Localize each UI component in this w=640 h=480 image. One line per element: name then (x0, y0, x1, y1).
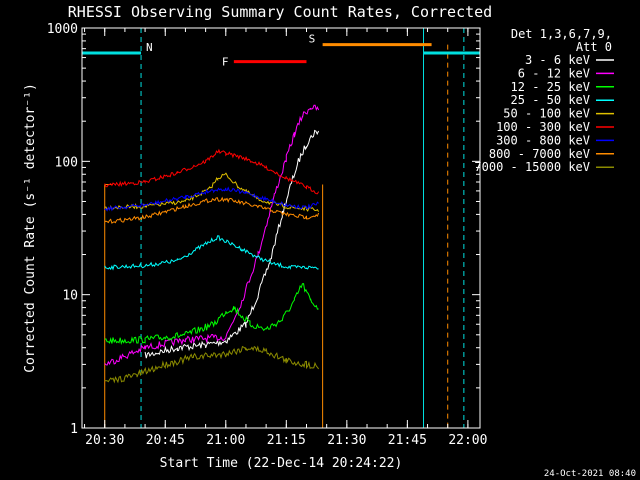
y-tick-label: 1 (70, 422, 78, 437)
flag-label-n: N (146, 41, 153, 54)
legend-header-line1: Det 1,3,6,7,9, (511, 27, 612, 41)
legend-label: 3 - 6 keV (525, 53, 590, 67)
series-line (104, 196, 320, 224)
x-tick-label: 20:45 (146, 433, 185, 448)
x-tick-label: 21:00 (206, 433, 245, 448)
x-tick-label: 21:45 (388, 433, 427, 448)
series-line (104, 283, 319, 346)
legend-header-line2: Att 0 (576, 40, 612, 54)
x-axis-label: Start Time (22-Dec-14 20:24:22) (160, 456, 403, 471)
y-axis-label: Corrected Count Rate (s⁻¹ detector⁻¹) (23, 83, 38, 373)
flag-label-s: S (309, 33, 316, 46)
series-line (104, 104, 320, 366)
y-tick-label: 10 (62, 289, 78, 304)
flag-label-f: F (222, 56, 229, 69)
series-lines (104, 104, 320, 384)
x-tick-label: 21:15 (267, 433, 306, 448)
axis-ticks: 20:30 20:45 21:00 21:15 21:30 21:45 22:00 1 10 10… (47, 22, 488, 448)
plot-frame (81, 27, 481, 429)
legend-label: 50 - 100 keV (503, 107, 590, 121)
y-tick-label: 100 (55, 155, 78, 170)
chart-title: RHESSI Observing Summary Count Rates, Co… (68, 3, 492, 21)
series-line (104, 148, 320, 195)
series-line (144, 129, 320, 359)
legend-label: 25 - 50 keV (511, 93, 590, 107)
footer-timestamp: 24-Oct-2021 08:40 (544, 469, 636, 479)
legend-label: 100 - 300 keV (496, 120, 590, 134)
legend-label: 800 - 7000 keV (489, 147, 590, 161)
x-tick-label: 22:00 (448, 433, 487, 448)
series-line (104, 172, 320, 212)
x-tick-label: 21:30 (327, 433, 366, 448)
legend-label: 300 - 800 keV (496, 133, 590, 147)
series-line (104, 345, 319, 384)
x-tick-label: 20:30 (85, 433, 124, 448)
series-line (104, 186, 319, 212)
y-tick-label: 1000 (47, 22, 78, 37)
observation-markers: N S F (81, 28, 480, 428)
series-line (104, 235, 319, 271)
legend-label: 6 - 12 keV (518, 66, 590, 80)
legend-label: 12 - 25 keV (511, 80, 590, 94)
legend-label: 7000 - 15000 keV (474, 160, 590, 174)
